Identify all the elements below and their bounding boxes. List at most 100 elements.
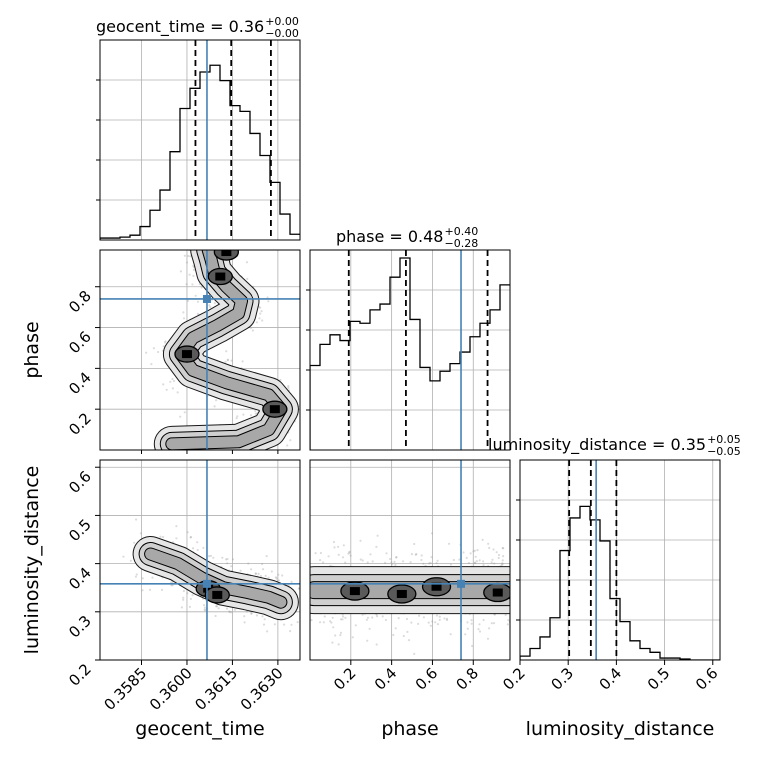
sample-point (513, 594, 515, 596)
sample-point (474, 561, 477, 564)
sample-point (306, 595, 308, 597)
title-upper-error: +0.05 (707, 433, 741, 446)
sample-point (322, 621, 325, 624)
sample-point (235, 417, 238, 420)
x-tick-label-luminosity_distance-2: 0.4 (596, 664, 626, 694)
sample-point (413, 542, 416, 546)
sample-point (511, 599, 513, 601)
sample-point (135, 518, 138, 521)
sample-point (179, 270, 182, 273)
x-axis-label-geocent_time: geocent_time (135, 718, 264, 740)
sample-point (185, 261, 189, 264)
sample-point (209, 241, 211, 243)
sample-point (339, 634, 342, 637)
panels (96, 39, 721, 661)
sample-point (332, 540, 336, 544)
sample-point (510, 598, 512, 600)
sample-point (246, 452, 248, 454)
sample-point (249, 453, 251, 455)
sample-point (502, 555, 505, 558)
sample-point (458, 558, 461, 561)
sample-point (501, 547, 504, 550)
x-tick-label-geocent_time-1: 0.3600 (146, 664, 196, 714)
sample-point (420, 554, 423, 557)
sample-point (289, 630, 292, 633)
sample-point (257, 572, 260, 576)
sample-point (241, 453, 243, 455)
sample-point (226, 562, 229, 565)
sample-point (513, 563, 515, 565)
sample-point (259, 306, 262, 309)
sample-point (200, 286, 203, 289)
density-max-0 (396, 589, 407, 598)
title-luminosity_distance: luminosity_distance = 0.35 +0.05−0.05 (488, 433, 741, 458)
sample-point (236, 244, 238, 246)
sample-point (215, 605, 219, 608)
sample-point (246, 277, 249, 280)
pair-panel-geocent_time-luminosity_distance (99, 459, 308, 661)
sample-point (171, 387, 174, 390)
sample-point (188, 246, 190, 248)
sample-point (242, 413, 245, 416)
sample-point (385, 552, 388, 555)
sample-point (482, 618, 485, 622)
sample-point (164, 341, 167, 344)
sample-point (344, 561, 347, 564)
sample-point (394, 627, 397, 630)
sample-point (510, 575, 512, 577)
sample-point (197, 246, 199, 248)
x-tick-label-geocent_time-3: 0.3630 (237, 664, 287, 714)
sample-point (469, 552, 472, 555)
sample-point (465, 556, 468, 560)
sample-point (304, 596, 306, 598)
sample-point (445, 618, 449, 622)
sample-point (429, 561, 432, 565)
sample-point (180, 606, 183, 609)
sample-point (339, 631, 343, 635)
pair-panel-phase-luminosity_distance (309, 459, 515, 661)
y-tick-label-luminosity_distance-2: 0.4 (65, 564, 95, 594)
sample-point (245, 261, 249, 264)
sample-point (191, 283, 194, 286)
sample-point (209, 305, 212, 309)
sample-point (434, 621, 437, 624)
sample-point (407, 639, 411, 642)
sample-point (197, 235, 199, 237)
sample-point (337, 545, 340, 549)
sample-point (470, 619, 473, 622)
sample-point (221, 556, 224, 559)
sample-point (341, 618, 344, 621)
sample-point (418, 614, 421, 617)
panel-content (100, 460, 308, 660)
sample-point (254, 572, 257, 576)
sample-point (213, 451, 215, 453)
sample-point (152, 347, 155, 350)
sample-point (348, 551, 351, 554)
sample-point (334, 634, 337, 637)
sample-point (473, 549, 476, 552)
sample-point (200, 243, 202, 245)
title-upper-error: +0.00 (265, 15, 299, 28)
sample-point (414, 553, 417, 556)
panel-content (310, 460, 515, 660)
sample-point (213, 302, 216, 305)
sample-point (196, 300, 200, 303)
sample-point (213, 453, 215, 455)
sample-point (274, 576, 277, 579)
sample-point (478, 559, 481, 562)
sample-point (395, 556, 398, 559)
sample-point (226, 358, 229, 361)
sample-point (405, 617, 409, 621)
sample-point (501, 562, 504, 565)
sample-point (188, 273, 191, 276)
y-axis-label-luminosity_distance: luminosity_distance (21, 466, 43, 655)
sample-point (185, 283, 188, 286)
sample-point (281, 574, 284, 577)
sample-point (133, 541, 136, 544)
sample-point (333, 546, 336, 549)
sample-point (361, 613, 364, 616)
sample-point (435, 614, 439, 617)
sample-point (470, 622, 473, 625)
density-max-3 (215, 272, 226, 281)
